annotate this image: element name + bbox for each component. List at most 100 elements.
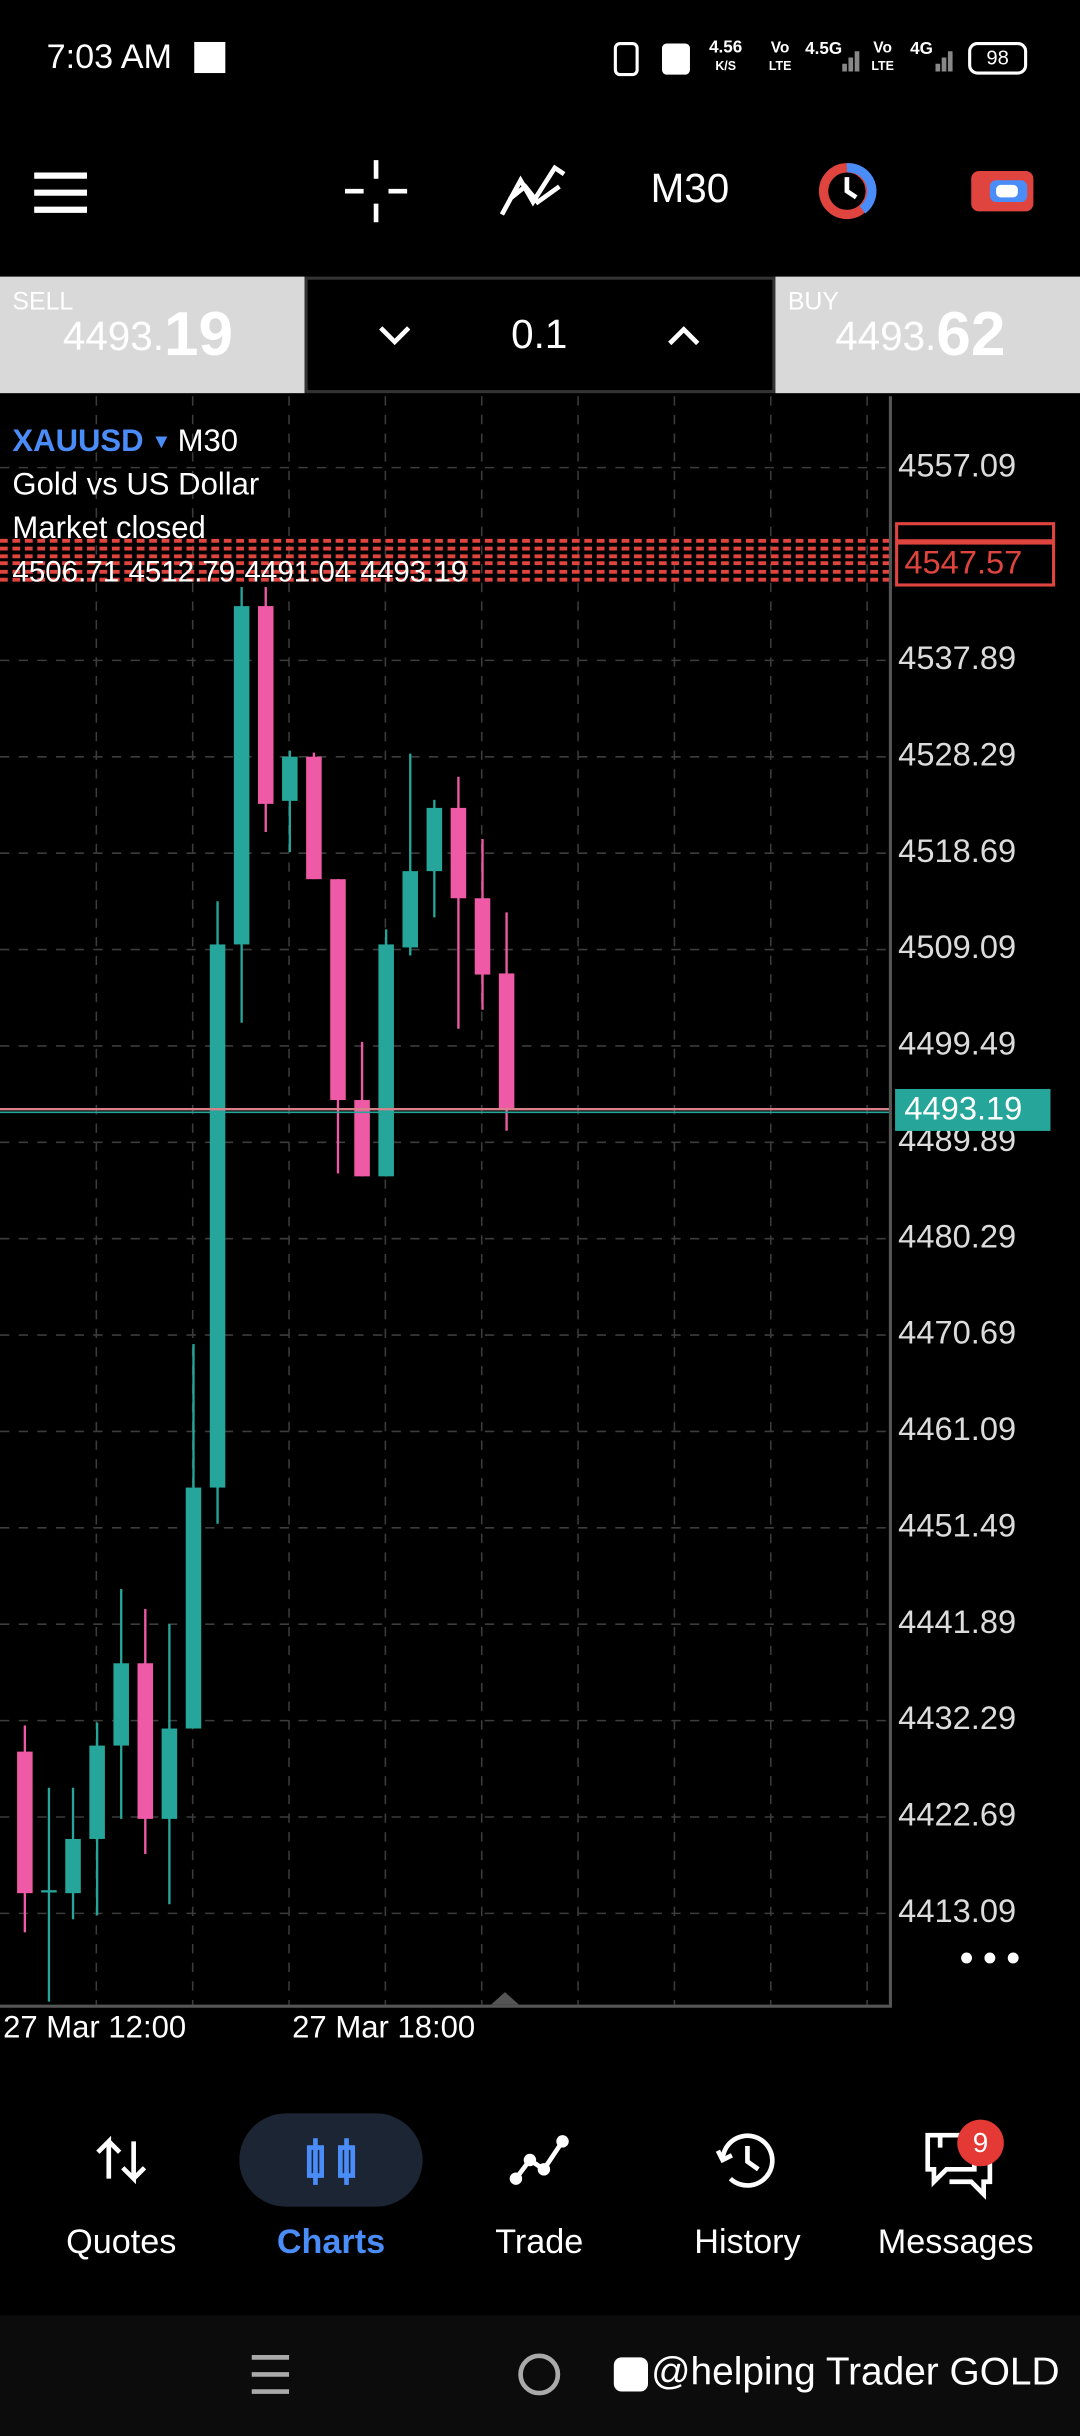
sim2-network: 4G xyxy=(910,39,933,58)
candle-body xyxy=(41,1890,57,1893)
position-label-box xyxy=(895,541,1056,587)
trade-button-dot xyxy=(996,184,1018,198)
sim1-network: 4.5G xyxy=(805,39,842,58)
buy-price: 4493.62 xyxy=(835,300,1005,369)
candle-body xyxy=(402,871,419,948)
symbol[interactable]: XAUUSD xyxy=(12,423,143,458)
candle-body xyxy=(306,756,322,880)
chart-timeframe: M30 xyxy=(178,423,238,458)
volume[interactable]: 0.1 xyxy=(511,311,567,357)
y-tick-label: 4451.49 xyxy=(898,1506,1016,1543)
nfc-icon xyxy=(661,43,690,75)
symbol-dropdown: ▼ xyxy=(151,431,171,453)
candle-body xyxy=(137,1663,154,1819)
y-tick-label: 4422.69 xyxy=(898,1796,1016,1833)
status-time: 7:03 AM xyxy=(47,38,172,76)
candle-body xyxy=(354,1100,370,1177)
status-icon xyxy=(194,41,226,74)
volume-down[interactable] xyxy=(379,326,411,346)
time-grid xyxy=(95,396,868,2005)
symbol-description: Gold vs US Dollar xyxy=(12,467,259,502)
y-tick-label: 4537.89 xyxy=(898,639,1016,676)
candle-body xyxy=(257,606,274,804)
y-tick-label: 4499.49 xyxy=(898,1025,1016,1062)
buy-button[interactable] xyxy=(775,276,1080,394)
candle-body xyxy=(113,1663,129,1746)
candle-body xyxy=(498,973,515,1110)
candle-body xyxy=(474,898,491,975)
sell-button[interactable] xyxy=(0,276,305,394)
sim1-bottom: LTE xyxy=(769,59,792,73)
clock-button-arc xyxy=(846,163,877,214)
badge-count: 9 xyxy=(973,2127,989,2158)
y-tick-label: 4557.09 xyxy=(898,446,1016,483)
ohlc-low: 4491.04 xyxy=(244,555,351,588)
candle-body xyxy=(185,1487,202,1729)
candle-body xyxy=(233,606,250,945)
candle-body xyxy=(161,1728,178,1819)
sell-price: 4493.19 xyxy=(63,300,233,369)
scroll-marker xyxy=(491,1992,520,2005)
ohlc-high: 4512.79 xyxy=(128,555,235,588)
x-tick-label: 27 Mar 18:00 xyxy=(292,2010,475,2045)
nav-label[interactable]: Trade xyxy=(495,2223,583,2261)
position-marker xyxy=(895,522,1056,543)
net-speed: 4.56 xyxy=(709,38,742,57)
chart[interactable] xyxy=(0,396,1056,2005)
volume-up[interactable] xyxy=(668,326,700,346)
buy-price-main: 4493. xyxy=(835,312,936,358)
nav-label[interactable]: Quotes xyxy=(66,2223,176,2261)
battery-level: 98 xyxy=(986,47,1008,69)
y-tick-label: 4528.29 xyxy=(898,735,1016,772)
recents-button[interactable] xyxy=(251,2355,290,2394)
market-status: Market closed xyxy=(12,510,205,545)
trade-icon-dots xyxy=(509,2135,569,2185)
y-tick-label: 4470.69 xyxy=(898,1314,1016,1351)
sell-label: SELL xyxy=(12,288,73,316)
current-price-label: 4493.19 xyxy=(904,1089,1022,1126)
volume-box xyxy=(304,276,776,394)
net-speed-unit: K/S xyxy=(715,59,736,73)
nav-label[interactable]: Charts xyxy=(277,2223,385,2261)
nav-label[interactable]: History xyxy=(694,2223,801,2261)
candle-body xyxy=(426,807,443,872)
sell-price-main: 4493. xyxy=(63,312,164,358)
current-price-box xyxy=(895,1088,1051,1131)
battery xyxy=(968,41,1028,75)
candle-body xyxy=(209,944,226,1488)
y-tick-label: 4432.29 xyxy=(898,1699,1016,1736)
candle-body xyxy=(282,756,298,801)
candle-body xyxy=(450,807,467,899)
active-tab xyxy=(239,2113,423,2207)
signal-bars xyxy=(842,51,860,72)
candle-body xyxy=(17,1751,33,1894)
clock-hand xyxy=(844,177,858,200)
charts-icon-body xyxy=(337,2145,356,2178)
buy-label: BUY xyxy=(788,288,840,316)
home-button[interactable] xyxy=(518,2353,561,2396)
badge xyxy=(957,2119,1004,2167)
candle-body xyxy=(330,879,346,1101)
sim1-top: Vo xyxy=(771,39,790,56)
sell-price-big: 19 xyxy=(164,300,233,369)
vibrate-icon xyxy=(613,41,639,77)
candle-body xyxy=(378,944,394,1177)
system-nav xyxy=(0,2315,1080,2436)
y-tick-label: 4509.09 xyxy=(898,928,1016,965)
trade-icon xyxy=(514,2140,565,2181)
x-tick-label: 27 Mar 12:00 xyxy=(3,2010,186,2045)
ohlc-open: 4506.71 xyxy=(12,555,119,588)
chart-more[interactable] xyxy=(961,1952,1019,1964)
nav-label[interactable]: Messages xyxy=(878,2223,1034,2261)
timeframe-button[interactable]: M30 xyxy=(651,165,730,211)
y-tick-label: 4480.29 xyxy=(898,1217,1016,1254)
menu-button[interactable] xyxy=(34,172,88,213)
crosshair-button[interactable] xyxy=(344,160,408,223)
ohlc-line: 4506.71 4512.79 4491.04 4493.19 xyxy=(12,555,467,588)
position-label: 4547.57 xyxy=(904,543,1022,580)
indicators-button[interactable] xyxy=(499,164,566,216)
watermark: @helping Trader GOLD xyxy=(651,2351,1059,2394)
